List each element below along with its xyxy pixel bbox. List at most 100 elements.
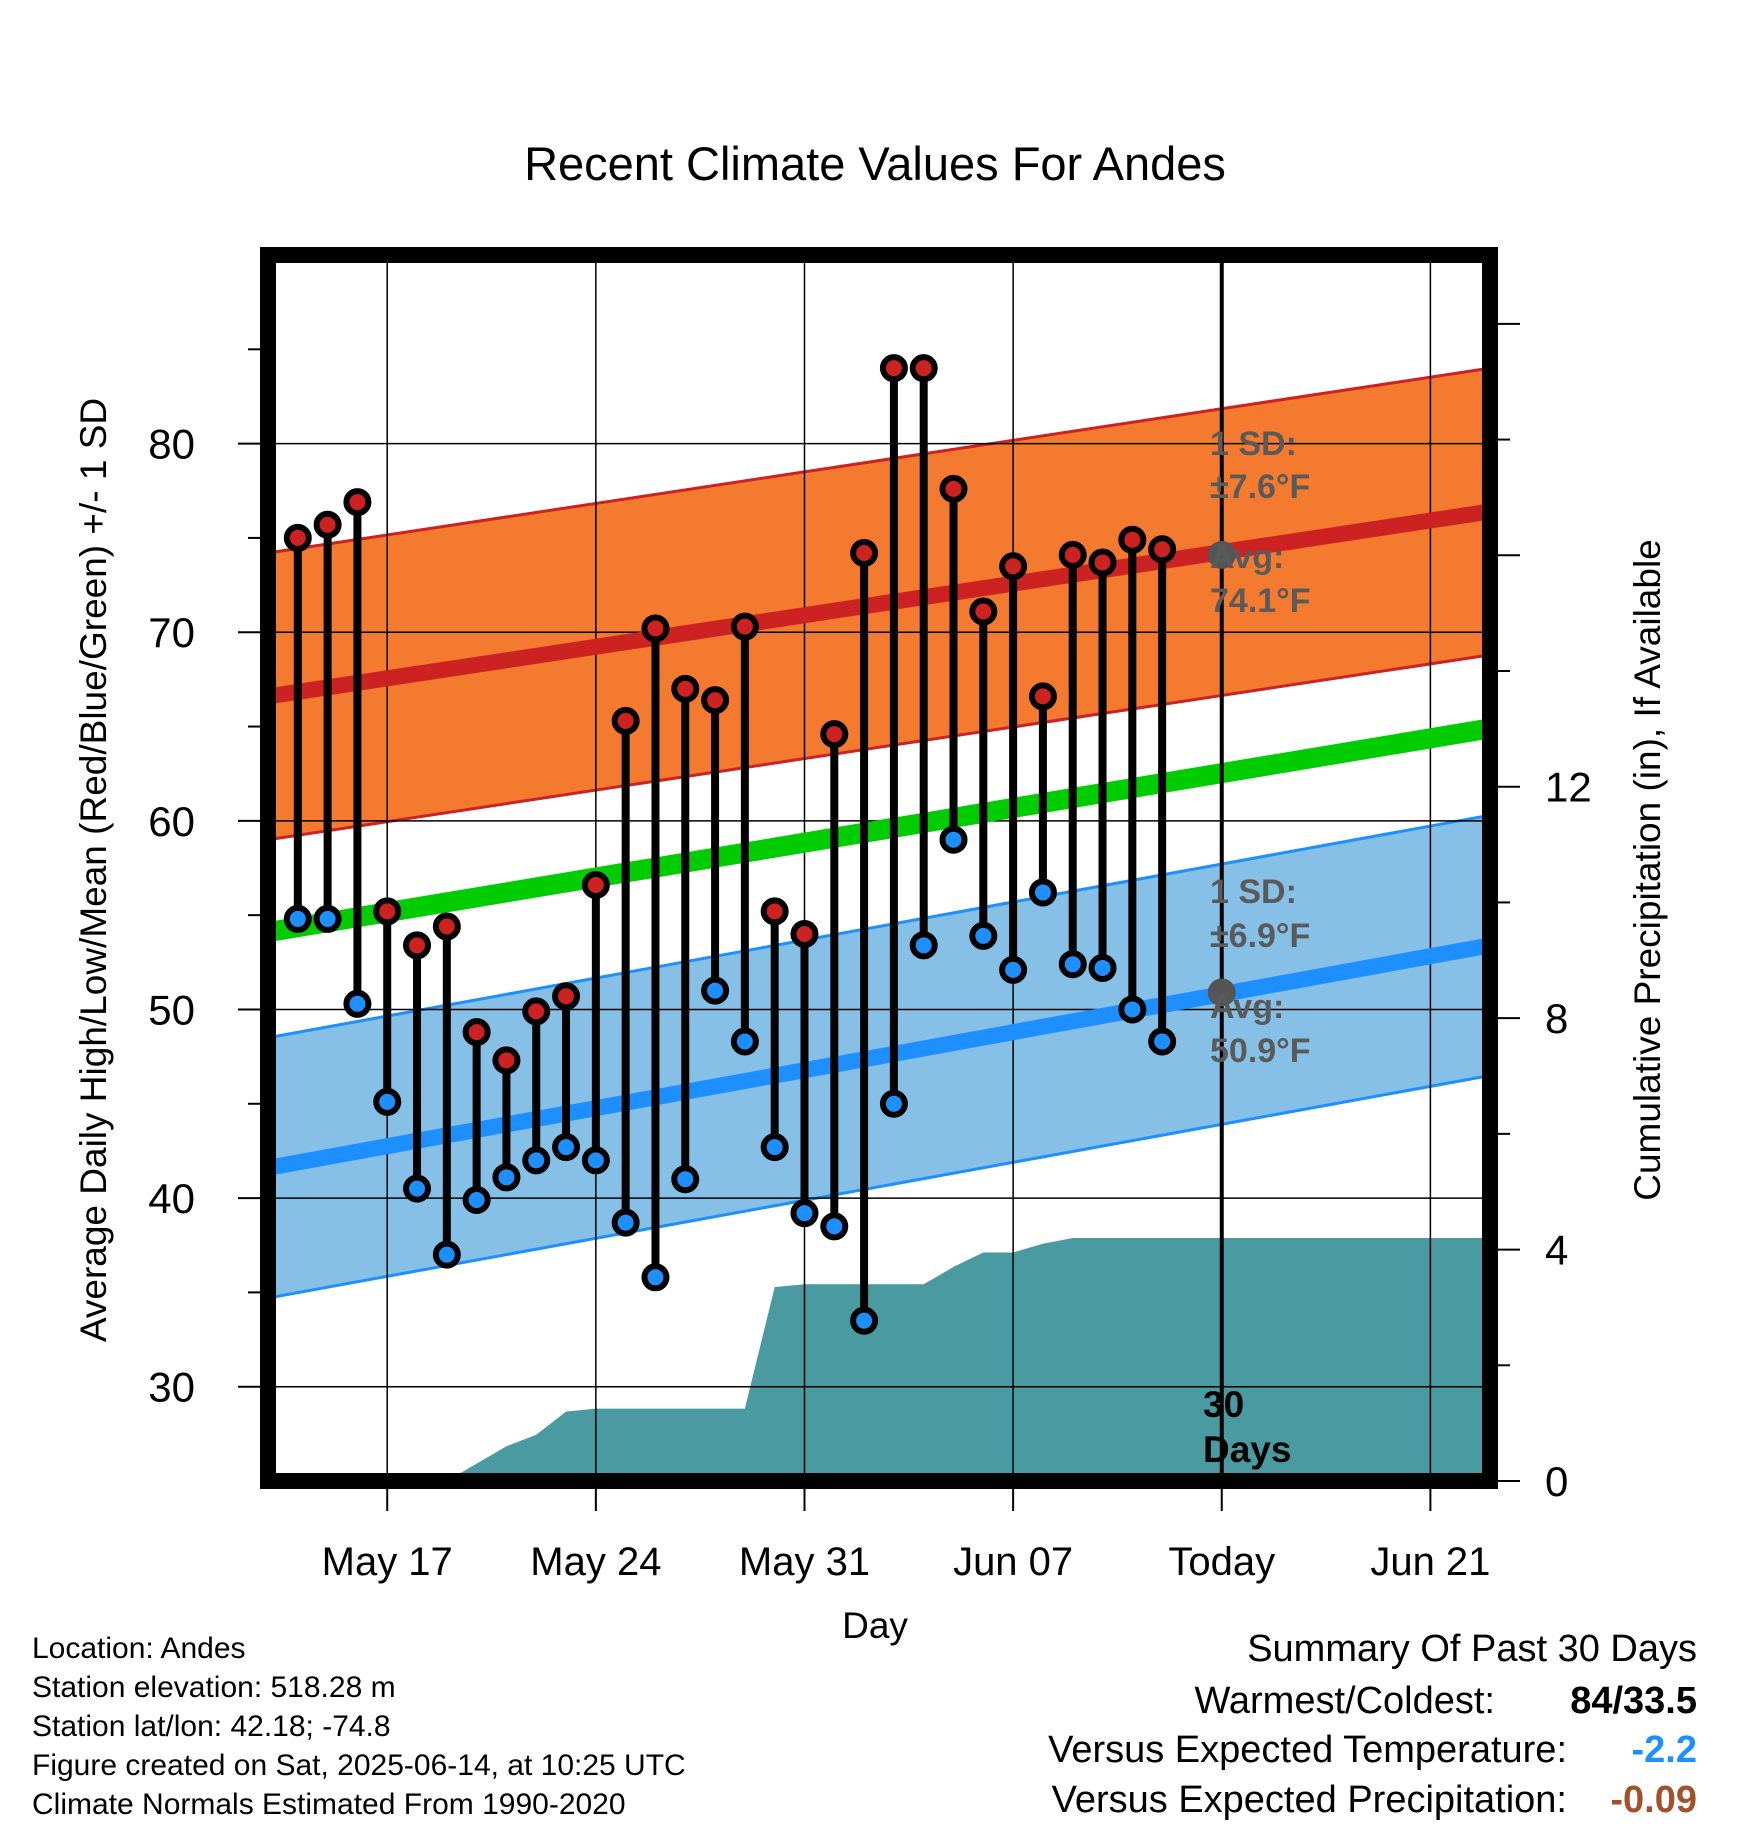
info-elevation: Station elevation: 518.28 m (32, 1671, 396, 1704)
daily-low-point (999, 955, 1028, 984)
today-low-avg-marker (1207, 978, 1236, 1007)
summary-precip-value: -0.09 (1610, 1779, 1697, 1821)
y2-tick-label: 8 (1545, 995, 1568, 1042)
daily-low-point (879, 1089, 908, 1118)
daily-high-point (1088, 548, 1117, 577)
low-sd-band-lower-edge (267, 1074, 1491, 1300)
daily-high-point (522, 997, 551, 1026)
daily-high-point (1028, 682, 1057, 711)
summary-panel: Summary Of Past 30 Days Warmest/Coldest:… (1048, 1628, 1697, 1821)
daily-low-point (730, 1027, 759, 1056)
daily-high-point (641, 614, 670, 643)
y2-tick-label: 4 (1545, 1227, 1568, 1274)
x-tick-label: Jun 21 (1370, 1540, 1490, 1584)
daily-low-point (909, 931, 938, 960)
y2-axis-label: Cumulative Precipitation (in), If Availa… (1627, 539, 1668, 1201)
low-sd-label: 1 SD: (1210, 873, 1297, 911)
y2-tick-label: 12 (1545, 764, 1592, 811)
station-info: Location: Andes Station elevation: 518.2… (32, 1632, 686, 1821)
daily-low-point (1088, 953, 1117, 982)
daily-high-point (611, 706, 640, 735)
today-high-avg-marker (1207, 540, 1236, 569)
daily-high-point (671, 674, 700, 703)
low-avg-label: Avg: (1210, 988, 1284, 1026)
daily-low-point (820, 1212, 849, 1241)
daily-low-point (969, 921, 998, 950)
daily-low-point (671, 1165, 700, 1194)
daily-low-point (850, 1306, 879, 1335)
daily-high-point (1058, 540, 1087, 569)
daily-high-point (939, 474, 968, 503)
info-location: Location: Andes (32, 1632, 246, 1665)
x-axis-label: Day (842, 1605, 908, 1646)
daily-high-point (1148, 535, 1177, 564)
daily-low-point (1118, 995, 1147, 1024)
daily-low-point (343, 989, 372, 1018)
daily-low-point (1028, 878, 1057, 907)
daily-low-point (581, 1146, 610, 1175)
daily-high-point (313, 510, 342, 539)
high-annotation: 1 SD: ±7.6°F Avg: 74.1°F (1210, 425, 1311, 620)
daily-high-point (969, 597, 998, 626)
summary-warmest-label: Warmest/Coldest: (1194, 1680, 1495, 1722)
y-tick-label: 60 (148, 798, 195, 845)
info-created: Figure created on Sat, 2025-06-14, at 10… (32, 1749, 686, 1782)
y-tick-label: 30 (148, 1364, 195, 1411)
daily-low-point (1148, 1027, 1177, 1056)
daily-low-point (373, 1087, 402, 1116)
summary-temp-label: Versus Expected Temperature: (1048, 1729, 1567, 1771)
high-sd-value: ±7.6°F (1210, 468, 1310, 506)
daily-high-point (1118, 525, 1147, 554)
y-tick-label: 70 (148, 609, 195, 656)
normal-mean-line (266, 718, 1492, 942)
high-avg-value: 74.1°F (1210, 582, 1311, 620)
daily-high-point (909, 354, 938, 383)
summary-temp-value: -2.2 (1632, 1729, 1697, 1771)
daily-high-point (879, 354, 908, 383)
daily-high-point (403, 931, 432, 960)
daily-low-point (403, 1174, 432, 1203)
y2-tick-label: 0 (1545, 1458, 1568, 1505)
daily-high-point (790, 920, 819, 949)
daily-high-point (343, 488, 372, 517)
daily-high-point (373, 897, 402, 926)
summary-title: Summary Of Past 30 Days (1247, 1628, 1697, 1670)
y-tick-label: 50 (148, 986, 195, 1033)
daily-low-point (939, 825, 968, 854)
plot-frame (260, 247, 1498, 1489)
high-sd-label: 1 SD: (1210, 425, 1297, 463)
normal-low-line (266, 937, 1492, 1176)
precip-area (268, 1237, 1490, 1481)
x-tick-label: Today (1168, 1540, 1275, 1584)
today-days-count: 30 (1203, 1384, 1244, 1425)
daily-high-point (999, 552, 1028, 581)
daily-high-point (552, 982, 581, 1011)
daily-high-point (283, 523, 312, 552)
daily-low-point (611, 1208, 640, 1237)
y-tick-label: 80 (148, 421, 195, 468)
low-sd-band-upper-edge (267, 813, 1491, 1040)
daily-high-point (850, 539, 879, 568)
normal-high-line (266, 503, 1492, 705)
daily-low-point (641, 1263, 670, 1292)
daily-low-point (432, 1240, 461, 1269)
daily-low-point (462, 1185, 491, 1214)
daily-low-point (313, 904, 342, 933)
y-axis-label: Average Daily High/Low/Mean (Red/Blue/Gr… (73, 398, 114, 1342)
daily-high-point (820, 720, 849, 749)
daily-high-point (581, 870, 610, 899)
daily-high-point (701, 686, 730, 715)
y-tick-label: 40 (148, 1175, 195, 1222)
daily-low-point (701, 976, 730, 1005)
today-days-word: Days (1203, 1429, 1291, 1470)
summary-warmest-value: 84/33.5 (1570, 1680, 1697, 1722)
plot-area: 30 40 50 60 70 80 0 4 8 12 May 17 May 24 May 31 Jun 0… (148, 247, 1592, 1584)
low-avg-value: 50.9°F (1210, 1032, 1311, 1070)
high-sd-band-lower-edge (267, 653, 1491, 842)
today-label: 30 Days (1203, 1384, 1291, 1470)
daily-high-point (730, 612, 759, 641)
daily-high-point (760, 897, 789, 926)
x-tick-label: Jun 07 (953, 1540, 1073, 1584)
low-annotation: 1 SD: ±6.9°F Avg: 50.9°F (1210, 873, 1311, 1070)
